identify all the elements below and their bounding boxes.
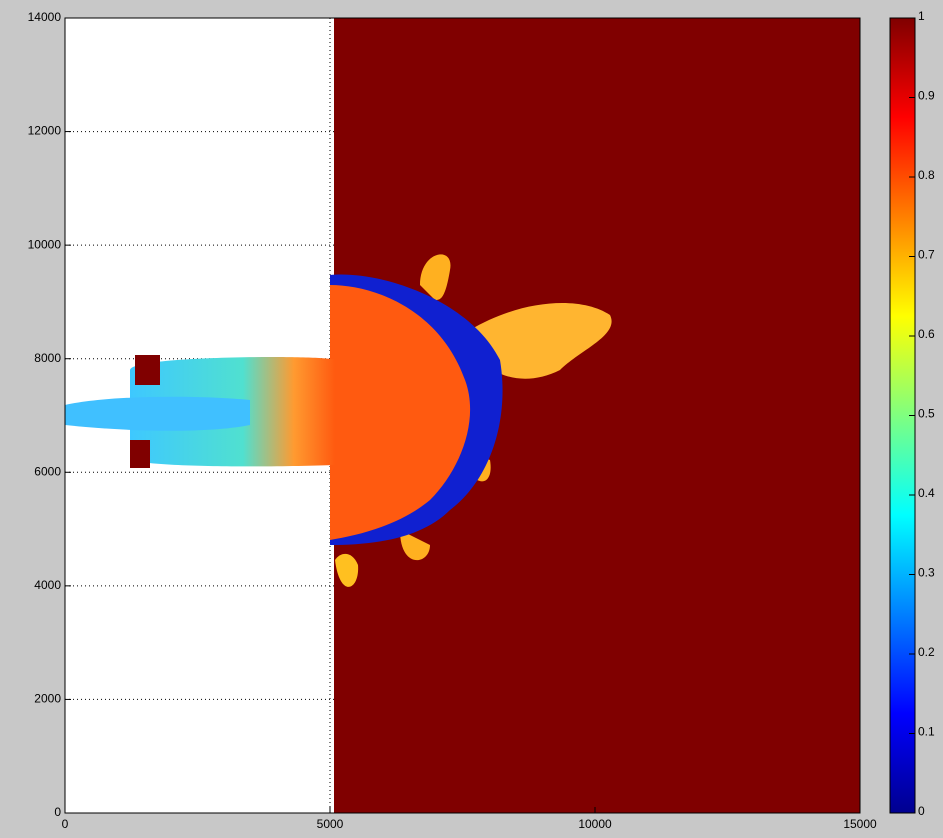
y-tick-label: 2000 (34, 692, 61, 706)
x-tick-label: 0 (62, 817, 69, 831)
field-finger (420, 254, 451, 300)
colorbar-tick-label: 0.5 (918, 407, 935, 421)
colorbar-tick-label: 0.1 (918, 725, 935, 739)
y-tick-label: 4000 (34, 578, 61, 592)
colorbar-tick-label: 0.7 (918, 248, 935, 262)
field-edge (130, 355, 160, 468)
x-tick-label: 5000 (317, 817, 344, 831)
colorbar-tick-label: 0 (918, 804, 925, 818)
colorbar-tick-label: 0.2 (918, 645, 935, 659)
y-tick-label: 14000 (28, 10, 62, 24)
y-tick-label: 12000 (28, 124, 62, 138)
field-blob (330, 285, 471, 540)
field-finger (335, 553, 359, 587)
colorbar-tick-label: 0.4 (918, 486, 935, 500)
colorbar-tick-label: 0.6 (918, 327, 935, 341)
axes-box (64, 17, 861, 814)
y-tick-label: 10000 (28, 237, 62, 251)
field-finger (400, 530, 430, 561)
x-tick-label: 15000 (843, 817, 877, 831)
colorbar-tick-label: 0.9 (918, 89, 935, 103)
colorbar-tick-label: 0.8 (918, 168, 935, 182)
colorbar-tick-label: 0.3 (918, 566, 935, 580)
y-tick-label: 8000 (34, 351, 61, 365)
colorbar-tick-label: 1 (918, 9, 925, 23)
y-tick-label: 6000 (34, 464, 61, 478)
x-tick-label: 10000 (578, 817, 612, 831)
field-finger (470, 303, 612, 379)
field-image (65, 18, 860, 813)
field-plume-core (65, 396, 250, 431)
y-tick-label: 0 (54, 805, 61, 819)
